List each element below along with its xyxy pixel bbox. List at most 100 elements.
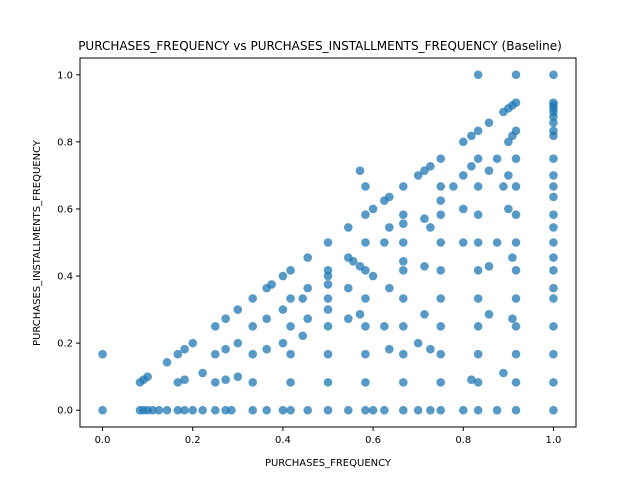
scatter-point: [420, 262, 429, 271]
scatter-point: [549, 266, 558, 275]
scatter-point: [413, 338, 423, 348]
scatter-point: [221, 314, 230, 323]
scatter-point: [511, 238, 521, 247]
y-tick-label: 0.8: [57, 137, 73, 148]
scatter-point: [286, 349, 295, 359]
scatter-point: [484, 262, 494, 271]
scatter-point: [511, 154, 521, 163]
scatter-point: [473, 182, 483, 191]
scatter-point: [508, 253, 517, 262]
scatter-point: [549, 223, 558, 232]
scatter-point: [499, 368, 508, 378]
scatter-point: [323, 238, 333, 247]
scatter-point: [436, 154, 446, 163]
scatter-point: [504, 204, 513, 214]
scatter-point: [436, 238, 446, 247]
scatter-point: [511, 349, 521, 359]
scatter-point: [549, 98, 558, 107]
scatter-point: [355, 166, 365, 176]
scatter-point: [368, 204, 378, 214]
scatter-point: [361, 322, 370, 331]
scatter-point: [492, 238, 502, 247]
scatter-point: [426, 162, 435, 171]
scatter-point: [361, 210, 370, 219]
scatter-point: [221, 375, 230, 385]
scatter-point: [361, 294, 370, 303]
scatter-point: [286, 322, 295, 331]
scatter-point: [399, 256, 408, 266]
scatter-point: [188, 405, 198, 415]
scatter-point: [278, 271, 288, 281]
scatter-point: [511, 266, 521, 275]
scatter-point: [484, 118, 494, 128]
scatter-point: [549, 253, 558, 262]
scatter-point: [380, 405, 389, 415]
scatter-point: [399, 378, 408, 387]
scatter-point: [154, 405, 164, 415]
scatter-point: [484, 166, 494, 176]
scatter-point: [436, 405, 446, 415]
scatter-point: [348, 256, 358, 266]
scatter-point: [458, 171, 468, 180]
scatter-point: [323, 305, 333, 314]
scatter-point: [549, 283, 558, 293]
scatter-point: [436, 322, 446, 331]
scatter-point: [436, 182, 446, 191]
chart-title: PURCHASES_FREQUENCY vs PURCHASES_INSTALL…: [78, 39, 562, 53]
scatter-point: [420, 309, 429, 319]
scatter-point: [227, 405, 236, 415]
scatter-point: [262, 405, 271, 415]
scatter-point: [436, 294, 446, 303]
scatter-point: [221, 344, 230, 354]
scatter-point: [180, 344, 189, 354]
scatter-point: [549, 210, 558, 219]
scatter-point: [173, 349, 183, 359]
scatter-point: [473, 405, 483, 415]
scatter-point: [286, 405, 295, 415]
scatter-point: [361, 266, 370, 275]
scatter-point: [473, 266, 483, 275]
scatter-point: [180, 405, 189, 415]
scatter-point: [436, 378, 446, 387]
scatter-point: [426, 405, 435, 415]
scatter-point: [380, 322, 389, 331]
scatter-point: [436, 266, 446, 275]
x-tick-label: 1.0: [546, 435, 562, 446]
points-layer: [98, 70, 558, 415]
y-tick-label: 1.0: [57, 70, 73, 81]
scatter-point: [426, 223, 435, 232]
scatter-point: [473, 322, 483, 331]
scatter-point: [162, 405, 172, 415]
scatter-point: [298, 294, 308, 303]
scatter-point: [399, 219, 408, 229]
scatter-point: [473, 294, 483, 303]
y-tick-label: 0.2: [57, 339, 73, 350]
scatter-point: [343, 223, 353, 232]
scatter-point: [549, 238, 558, 247]
scatter-point: [286, 294, 295, 303]
scatter-point: [198, 405, 207, 415]
scatter-point: [473, 70, 483, 80]
scatter-point: [436, 196, 446, 205]
scatter-point: [549, 378, 558, 387]
scatter-point: [549, 322, 558, 331]
scatter-point: [248, 349, 257, 359]
scatter-point: [549, 171, 558, 180]
scatter-point: [511, 126, 521, 136]
plot-frame: [79, 57, 577, 428]
scatter-point: [343, 314, 353, 323]
scatter-point: [467, 131, 476, 141]
scatter-point: [549, 294, 558, 303]
scatter-point: [458, 405, 468, 415]
scatter-point: [473, 238, 483, 247]
scatter-point: [380, 238, 389, 247]
scatter-point: [511, 405, 521, 415]
scatter-point: [511, 98, 521, 107]
scatter-point: [361, 349, 370, 359]
x-tick-label: 0.2: [185, 435, 201, 446]
scatter-point: [278, 338, 288, 348]
scatter-point: [361, 405, 370, 415]
scatter-point: [298, 331, 308, 341]
x-tick-label: 0.0: [95, 435, 111, 446]
